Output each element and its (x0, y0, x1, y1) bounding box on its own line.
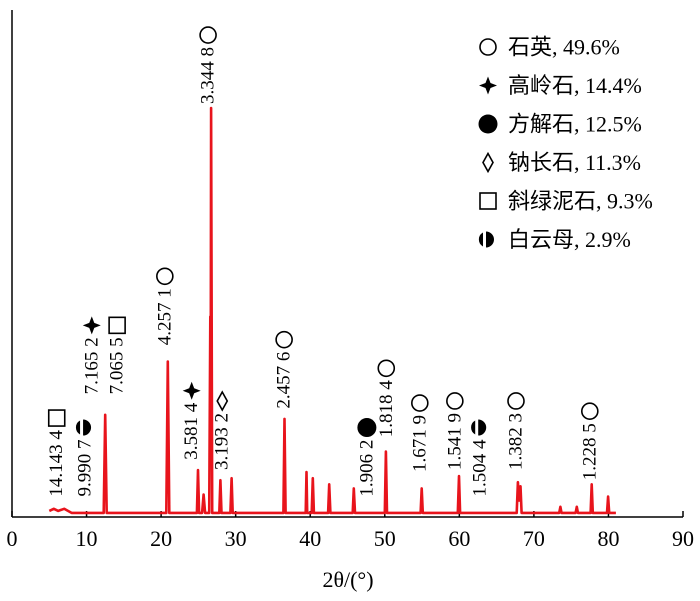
peak-symbol (182, 381, 201, 400)
peak-label: 1.818 4 (376, 380, 397, 438)
peak-symbol (275, 330, 293, 349)
peak-label: 1.541 9 (444, 413, 465, 470)
x-tick-label: 40 (299, 526, 321, 551)
x-tick-label: 10 (76, 526, 98, 551)
x-tick-label: 80 (597, 526, 619, 551)
xrd-line (48, 106, 616, 515)
peak-symbol (75, 419, 92, 436)
x-tick-label: 50 (374, 526, 396, 551)
peak-symbol (507, 392, 525, 410)
x-tick-label: 90 (672, 526, 694, 551)
peak-label: 1.671 9 (409, 415, 430, 472)
peak-symbol (199, 26, 217, 44)
peak-label: 3.344 8 (198, 47, 219, 104)
legend-symbol (478, 114, 498, 134)
legend-label: 高岭石, 14.4% (508, 73, 642, 98)
x-axis-label: 2θ/(°) (322, 567, 373, 592)
peak-label: 1.504 4 (470, 439, 491, 496)
legend-symbol (479, 76, 497, 95)
legend-label: 石英, 49.6% (508, 35, 620, 60)
x-tick-label: 60 (448, 526, 470, 551)
peak-symbol (357, 418, 377, 438)
legend-label: 钠长石, 11.3% (508, 150, 641, 175)
x-tick-label: 30 (225, 526, 247, 551)
legend-symbol (478, 231, 494, 248)
peak-symbol (82, 316, 101, 335)
peak-label: 7.065 5 (107, 337, 128, 394)
peak-label: 1.906 2 (356, 440, 377, 497)
peak-label: 14.143 4 (46, 430, 67, 497)
x-tick-label: 20 (150, 526, 172, 551)
peak-label: 3.193 2 (212, 413, 233, 470)
peak-symbol (411, 394, 429, 412)
peak-label: 1.228 5 (579, 423, 600, 480)
peak-label: 4.257 1 (154, 288, 175, 345)
x-tick-label: 70 (523, 526, 545, 551)
peak-symbol (216, 390, 229, 412)
peak-symbol (377, 359, 396, 378)
peak-symbol (108, 316, 126, 335)
legend-label: 白云母, 2.9% (508, 227, 631, 252)
peak-symbol (47, 409, 66, 427)
legend-symbol (482, 151, 494, 174)
legend-label: 斜绿泥石, 9.3% (508, 189, 653, 214)
peak-label: 9.990 7 (75, 440, 96, 497)
peak-symbol (581, 402, 599, 421)
peak-symbol (446, 392, 464, 410)
peak-symbol (471, 419, 487, 436)
peak-symbol (156, 267, 174, 286)
peak-label: 1.382 3 (505, 413, 526, 470)
peak-label: 2.457 6 (274, 352, 295, 409)
peak-label: 3.581 4 (181, 402, 202, 460)
x-tick-label: 0 (7, 526, 18, 551)
peak-label: 7.165 2 (81, 337, 102, 394)
legend-symbol (479, 38, 497, 56)
legend-symbol (479, 192, 497, 210)
legend-label: 方解石, 12.5% (508, 112, 642, 137)
